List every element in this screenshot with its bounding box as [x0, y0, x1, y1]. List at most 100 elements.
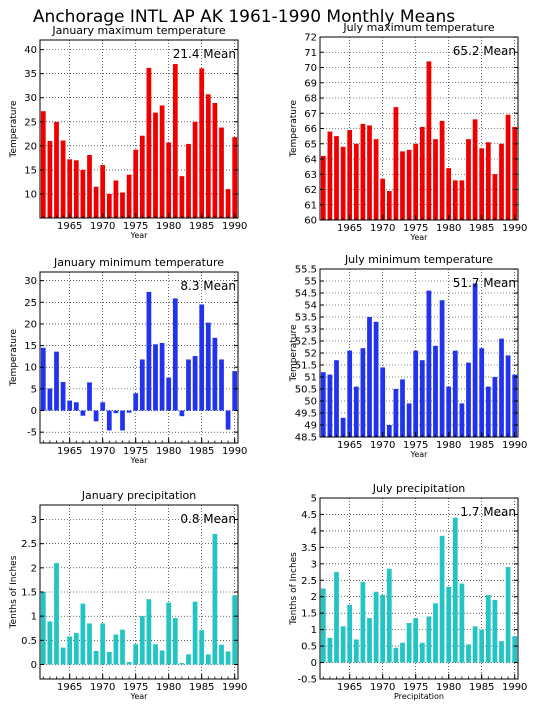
y-tick-label: 69 — [304, 78, 317, 89]
bar-1965 — [347, 350, 353, 437]
x-tick-label: 1980 — [436, 440, 461, 451]
bar-1988 — [219, 359, 224, 411]
x-axis-label: Year — [130, 231, 149, 240]
bar-1976 — [419, 126, 425, 220]
bar-1966 — [73, 633, 79, 665]
bar-1968 — [87, 154, 92, 218]
chart-6: -0.5 0 0.5 1 1.5 2 2.5 3 3.5 4 4.5 5 1965 1970 1975 198… — [289, 482, 527, 701]
bar-1972 — [393, 647, 399, 663]
y-tick-label: 61 — [304, 200, 317, 211]
y-tick-label: 72 — [304, 33, 317, 44]
bar-1978 — [433, 345, 438, 437]
x-tick-label: 1975 — [123, 446, 148, 457]
bar-1982 — [459, 403, 465, 437]
bar-1969 — [93, 410, 99, 422]
bar-1983 — [186, 143, 191, 218]
bar-1983 — [466, 139, 471, 220]
figure-title: Anchorage INTL AP AK 1961-1990 Monthly M… — [33, 7, 455, 27]
y-tick-label: 1.5 — [301, 609, 317, 620]
bar-1982 — [179, 176, 185, 218]
y-tick-label: 55 — [304, 277, 317, 288]
bar-1972 — [393, 107, 399, 220]
y-tick-label: 71 — [304, 48, 317, 59]
bar-1990 — [512, 374, 518, 437]
bar-1968 — [367, 317, 372, 437]
bar-1969 — [373, 321, 379, 437]
bar-1968 — [367, 125, 372, 220]
bar-1971 — [386, 568, 392, 663]
bar-1982 — [179, 663, 185, 665]
bar-1975 — [133, 393, 139, 411]
bar-1976 — [139, 616, 145, 665]
mean-label: 0.8 Mean — [180, 512, 236, 526]
x-tick-label: 1965 — [337, 682, 362, 693]
x-axis-label: Year — [410, 233, 429, 242]
bar-1976 — [139, 359, 145, 411]
bar-1976 — [419, 642, 425, 663]
bar-1968 — [87, 382, 92, 411]
bar-1969 — [93, 186, 99, 218]
bar-1975 — [413, 350, 419, 437]
bar-1971 — [386, 191, 392, 220]
y-axis-label: Tenths of Inches — [289, 552, 299, 626]
bar-1970 — [100, 402, 106, 411]
bar-1973 — [400, 379, 405, 437]
y-tick-label: 0.5 — [301, 642, 317, 653]
x-tick-label: 1985 — [189, 221, 214, 232]
bar-1974 — [406, 149, 412, 220]
y-tick-label: 50.5 — [295, 385, 317, 396]
y-tick-label: 20 — [24, 319, 37, 330]
bar-1965 — [67, 636, 73, 665]
bar-1973 — [120, 629, 125, 665]
bar-1966 — [353, 386, 359, 437]
bar-1983 — [186, 359, 191, 411]
bar-1978 — [433, 603, 438, 663]
bar-1965 — [347, 130, 353, 220]
y-axis-label: Temperature — [289, 100, 299, 158]
bar-1985 — [479, 629, 485, 663]
y-tick-label: 54.5 — [295, 289, 317, 300]
bar-1973 — [400, 151, 405, 220]
bar-1979 — [159, 342, 165, 411]
mean-label: 21.4 Mean — [173, 47, 236, 61]
y-tick-label: 10 — [24, 189, 37, 200]
x-tick-label: 1965 — [57, 682, 82, 693]
bar-1971 — [106, 193, 112, 218]
y-tick-label: 52.5 — [295, 337, 317, 348]
bar-1986 — [485, 386, 491, 437]
x-tick-label: 1965 — [337, 440, 362, 451]
y-tick-label: 66 — [304, 124, 317, 135]
bar-1962 — [47, 141, 53, 218]
x-tick-label: 1985 — [189, 682, 214, 693]
y-tick-label: 63 — [304, 170, 317, 181]
bar-1970 — [100, 165, 106, 218]
bar-1964 — [60, 647, 66, 665]
bar-1990 — [232, 371, 238, 411]
y-tick-label: 51.5 — [295, 361, 317, 372]
bar-1988 — [499, 143, 504, 220]
y-tick-label: 67 — [304, 109, 317, 120]
x-tick-label: 1980 — [156, 446, 181, 457]
bar-1981 — [172, 618, 178, 665]
bar-1984 — [192, 601, 198, 665]
y-tick-label: 2 — [311, 592, 317, 603]
bar-1963 — [54, 121, 59, 218]
bar-1971 — [106, 410, 112, 431]
y-tick-label: 0 — [31, 660, 37, 671]
bar-1962 — [327, 374, 333, 437]
bar-1962 — [47, 388, 53, 411]
y-tick-label: 5 — [311, 494, 317, 505]
bar-1972 — [113, 634, 119, 665]
y-axis-label: Temperature — [9, 329, 19, 387]
bar-1986 — [205, 94, 211, 218]
bar-1975 — [133, 644, 139, 665]
x-tick-label: 1985 — [469, 223, 494, 234]
y-tick-label: 5 — [31, 384, 37, 395]
x-tick-label: 1975 — [123, 221, 148, 232]
bar-1989 — [505, 567, 511, 663]
bar-1984 — [192, 355, 198, 411]
y-axis-label: Temperature — [9, 100, 19, 158]
x-tick-label: 1970 — [370, 440, 395, 451]
y-tick-label: -0.5 — [297, 675, 317, 686]
